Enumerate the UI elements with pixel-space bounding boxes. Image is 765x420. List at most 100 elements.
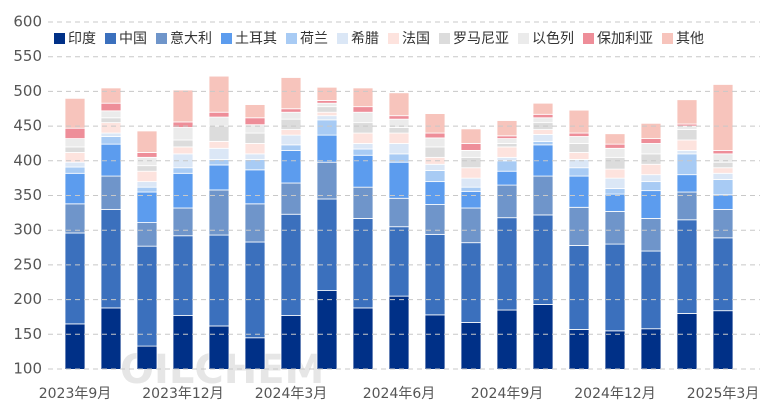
bar-segment xyxy=(100,117,122,124)
bar-segment xyxy=(604,188,626,195)
bar-segment xyxy=(496,146,518,158)
bar-segment xyxy=(388,161,410,199)
bar-segment xyxy=(640,250,662,330)
bar-segment xyxy=(532,102,554,115)
bar-segment xyxy=(352,218,374,309)
bar-segment xyxy=(316,106,338,113)
bar-segment xyxy=(136,186,158,193)
bar-segment xyxy=(460,186,482,192)
bar-segment xyxy=(100,175,122,210)
bar-segment xyxy=(100,136,122,145)
bar-segment xyxy=(64,97,86,129)
bar-segment xyxy=(496,135,518,139)
bar-segment xyxy=(244,132,266,144)
legend-swatch xyxy=(156,33,167,44)
bar-segment xyxy=(172,89,194,123)
bar-segment xyxy=(496,217,518,311)
bar-segment xyxy=(568,245,590,330)
y-tick-label: 150 xyxy=(13,325,42,343)
legend-label: 法国 xyxy=(402,31,430,47)
bar-segment xyxy=(532,113,554,119)
legend-label: 意大利 xyxy=(170,30,212,47)
bar-segment xyxy=(280,129,302,136)
bar-segment xyxy=(136,191,158,223)
x-tick-label: 2024年3月 xyxy=(255,386,328,402)
y-tick-label: 500 xyxy=(13,82,42,100)
x-tick-label: 2024年6月 xyxy=(363,386,436,402)
bar-segment xyxy=(676,174,698,193)
bar-segment xyxy=(388,92,410,117)
bar-segment xyxy=(280,149,302,184)
bar-segment xyxy=(568,143,590,153)
bar-segment xyxy=(172,127,194,141)
bar-segment xyxy=(136,130,158,153)
bar-segment xyxy=(64,232,86,325)
x-tick-label: 2023年9月 xyxy=(39,386,112,402)
bar-segment xyxy=(316,111,338,117)
bar-segment xyxy=(712,179,734,196)
bar-segment xyxy=(64,323,86,369)
bar-segment xyxy=(460,207,482,244)
x-tick-label: 2023年12月 xyxy=(142,386,223,402)
bar-segment xyxy=(316,134,338,163)
bar-segment xyxy=(352,154,374,188)
bar-segment xyxy=(676,99,698,125)
bar-segment xyxy=(136,152,158,158)
bar-segment xyxy=(640,328,662,369)
bar-segment xyxy=(460,156,482,169)
bar-segment xyxy=(100,307,122,369)
bar-segment xyxy=(424,163,446,171)
bar-segment xyxy=(316,100,338,104)
bar-segment xyxy=(568,109,590,134)
y-tick-label: 450 xyxy=(13,117,42,135)
x-tick-label: 2024年12月 xyxy=(574,386,655,402)
bar-segment xyxy=(640,190,662,219)
bar-segment xyxy=(136,165,158,172)
y-tick-label: 250 xyxy=(13,255,42,273)
bar-segment xyxy=(208,125,230,142)
bar-segment xyxy=(316,119,338,136)
bar-segment xyxy=(496,160,518,172)
bar-segment xyxy=(712,172,734,180)
legend-label: 土耳其 xyxy=(235,31,277,47)
plot-area xyxy=(64,75,734,369)
y-tick-label: 400 xyxy=(13,151,42,169)
bar-segment xyxy=(64,166,86,174)
bar-segment xyxy=(64,127,86,139)
bar-segment xyxy=(136,245,158,347)
bar-segment xyxy=(604,243,626,332)
bar-segment xyxy=(604,211,626,245)
bar-segment xyxy=(460,190,482,209)
y-tick-label: 300 xyxy=(13,221,42,239)
y-tick-label: 350 xyxy=(13,186,42,204)
bar-segment xyxy=(676,129,698,141)
bar-segment xyxy=(280,108,302,113)
bar-segment xyxy=(676,153,698,176)
legend-label: 荷兰 xyxy=(300,31,328,47)
bar-segment xyxy=(100,87,122,104)
bar-segment xyxy=(496,156,518,162)
bar-segment xyxy=(532,129,554,135)
y-tick-label: 600 xyxy=(13,13,42,31)
bar-segment xyxy=(568,152,590,160)
bar-segment xyxy=(64,172,86,205)
bar-segment xyxy=(172,167,194,174)
legend-label: 希腊 xyxy=(351,31,379,47)
x-tick-label: 2024年9月 xyxy=(471,386,544,402)
bar-segment xyxy=(604,156,626,170)
legend-swatch xyxy=(337,33,348,44)
bar-segment xyxy=(496,184,518,219)
bar-segment xyxy=(208,147,230,160)
bar-segment xyxy=(424,170,446,183)
bar-segment xyxy=(604,133,626,145)
bar-segment xyxy=(244,117,266,126)
bar-segment xyxy=(352,111,374,124)
bar-segment xyxy=(568,206,590,246)
bar-segment xyxy=(280,111,302,120)
bar-segment xyxy=(172,139,194,148)
bar-segment xyxy=(244,203,266,243)
bar-segment xyxy=(280,77,302,110)
bar-segment xyxy=(172,146,194,155)
bar-segment xyxy=(352,143,374,150)
bar-segment xyxy=(172,172,194,209)
